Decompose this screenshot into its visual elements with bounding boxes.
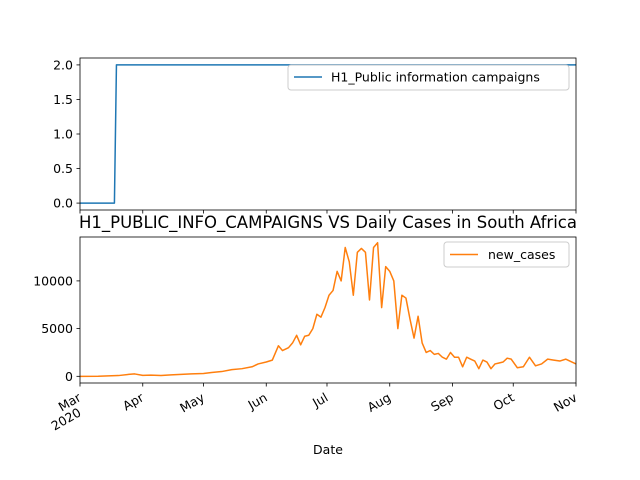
top-y-axis: 0.0 0.5 1.0 1.5 2.0 [53,57,80,211]
top-legend-box [287,64,570,91]
top-legend-label: H1_Public information campaigns [331,70,540,85]
bottom-legend: new_cases [443,241,570,268]
top-y-tick-label: 1.0 [53,127,73,142]
top-x-axis-ticks [79,210,577,214]
bottom-legend-label: new_cases [488,247,555,262]
chart-title: H1_PUBLIC_INFO_CAMPAIGNS VS Daily Cases … [79,213,577,233]
x-axis-label: Date [313,442,343,457]
top-y-tick-label: 0.5 [53,161,73,176]
top-y-tick-label: 1.5 [53,92,73,107]
bottom-y-tick-label: 10000 [33,273,73,288]
bottom-plot-frame [79,236,577,384]
top-y-tick-label: 0.0 [53,196,73,211]
bottom-subplot: H1_PUBLIC_INFO_CAMPAIGNS VS Daily Cases … [33,213,580,457]
bottom-legend-box [443,241,570,268]
top-y-tick-label: 2.0 [53,57,73,72]
x-tick-label: Jul [309,390,330,411]
bottom-y-tick-label: 0 [65,369,73,384]
top-subplot: 0.0 0.5 1.0 1.5 2.0 H1_Public information ca… [53,57,577,214]
bottom-series-layer [79,241,577,378]
new-cases-line [79,241,577,378]
bottom-y-axis: 0 5000 10000 [33,273,80,384]
bottom-y-tick-label: 5000 [41,321,73,336]
top-legend: H1_Public information campaigns [287,64,570,91]
